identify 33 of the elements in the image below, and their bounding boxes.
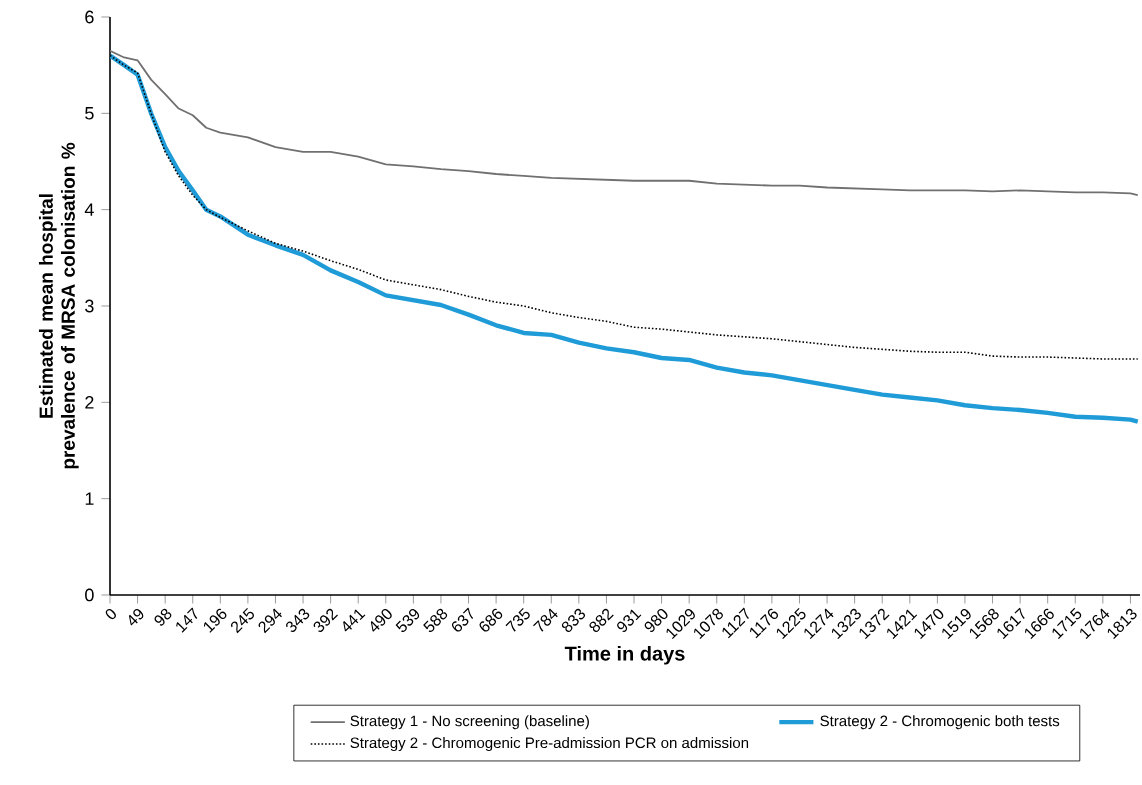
x-tick-label: 49 <box>128 609 144 626</box>
x-axis-title: Time in days <box>564 645 685 665</box>
y-tick-label: 2 <box>85 396 94 409</box>
x-tick-label: 637 <box>451 607 474 632</box>
x-tick-label: 882 <box>589 608 614 633</box>
legend-label: Strategy 1 - No screening (baseline) <box>350 715 589 730</box>
x-tick-label: 294 <box>258 608 282 634</box>
x-tick-label: 196 <box>203 608 227 633</box>
x-tick-label: 735 <box>505 607 530 632</box>
x-tick-label: 784 <box>533 608 558 632</box>
y-tick-label: 4 <box>84 203 94 216</box>
x-tick-label: 147 <box>176 607 198 633</box>
x-tick-label: 343 <box>286 608 310 633</box>
x-tick-label: 392 <box>313 608 338 633</box>
x-tick-label: 0 <box>105 608 116 620</box>
x-tick-label: 931 <box>617 609 642 632</box>
x-tick-label: 686 <box>479 608 503 632</box>
y-tick-label: 5 <box>85 107 94 120</box>
y-tick-label: 1 <box>85 492 94 505</box>
x-tick-label: 245 <box>230 607 254 634</box>
x-tick-label: 98 <box>154 608 172 626</box>
x-tick-label: 588 <box>423 608 448 633</box>
x-tick-label: 833 <box>561 608 586 633</box>
x-tick-label: 441 <box>343 609 366 632</box>
legend-label: Strategy 2 - Chromogenic Pre-admission PCR on admission <box>350 737 749 752</box>
x-tick-label: 490 <box>370 608 392 632</box>
y-tick-label: 3 <box>85 299 94 313</box>
legend-label: Strategy 2 - Chromogenic both tests <box>820 715 1060 730</box>
y-axis-title: Estimated mean hospital prevalence of MRSA colonisation % <box>38 142 79 469</box>
x-tick-label: 980 <box>644 608 668 632</box>
x-tick-label: 539 <box>395 609 420 633</box>
y-tick-label: 6 <box>85 10 94 24</box>
y-tick-label: 0 <box>85 588 94 602</box>
